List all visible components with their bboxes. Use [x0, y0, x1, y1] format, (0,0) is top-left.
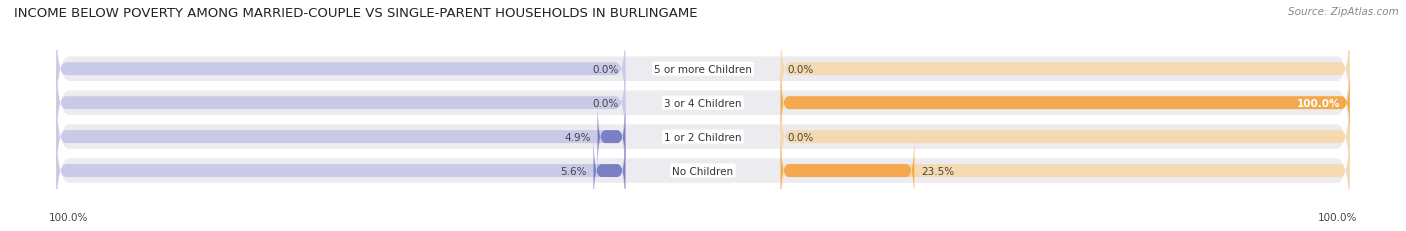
Text: 0.0%: 0.0% — [787, 64, 813, 74]
FancyBboxPatch shape — [593, 137, 626, 205]
FancyBboxPatch shape — [56, 93, 626, 181]
FancyBboxPatch shape — [780, 25, 1350, 114]
FancyBboxPatch shape — [56, 127, 626, 215]
Text: 100.0%: 100.0% — [1296, 98, 1340, 108]
Text: 100.0%: 100.0% — [1317, 212, 1357, 222]
Text: INCOME BELOW POVERTY AMONG MARRIED-COUPLE VS SINGLE-PARENT HOUSEHOLDS IN BURLING: INCOME BELOW POVERTY AMONG MARRIED-COUPL… — [14, 7, 697, 20]
FancyBboxPatch shape — [780, 137, 914, 205]
FancyBboxPatch shape — [56, 14, 1350, 125]
FancyBboxPatch shape — [598, 103, 626, 171]
FancyBboxPatch shape — [56, 25, 626, 114]
FancyBboxPatch shape — [780, 59, 1350, 148]
Text: Source: ZipAtlas.com: Source: ZipAtlas.com — [1288, 7, 1399, 17]
FancyBboxPatch shape — [780, 93, 1350, 181]
Text: No Children: No Children — [672, 166, 734, 176]
Text: 5.6%: 5.6% — [561, 166, 588, 176]
FancyBboxPatch shape — [56, 59, 626, 148]
FancyBboxPatch shape — [56, 116, 1350, 226]
FancyBboxPatch shape — [56, 48, 1350, 159]
FancyBboxPatch shape — [780, 69, 1350, 137]
Text: 3 or 4 Children: 3 or 4 Children — [664, 98, 742, 108]
Text: 5 or more Children: 5 or more Children — [654, 64, 752, 74]
FancyBboxPatch shape — [56, 82, 1350, 192]
Text: 0.0%: 0.0% — [787, 132, 813, 142]
Text: 0.0%: 0.0% — [593, 64, 619, 74]
Text: 0.0%: 0.0% — [593, 98, 619, 108]
Text: 100.0%: 100.0% — [49, 212, 89, 222]
Text: 4.9%: 4.9% — [565, 132, 591, 142]
FancyBboxPatch shape — [780, 127, 1350, 215]
Text: 23.5%: 23.5% — [921, 166, 953, 176]
Text: 1 or 2 Children: 1 or 2 Children — [664, 132, 742, 142]
